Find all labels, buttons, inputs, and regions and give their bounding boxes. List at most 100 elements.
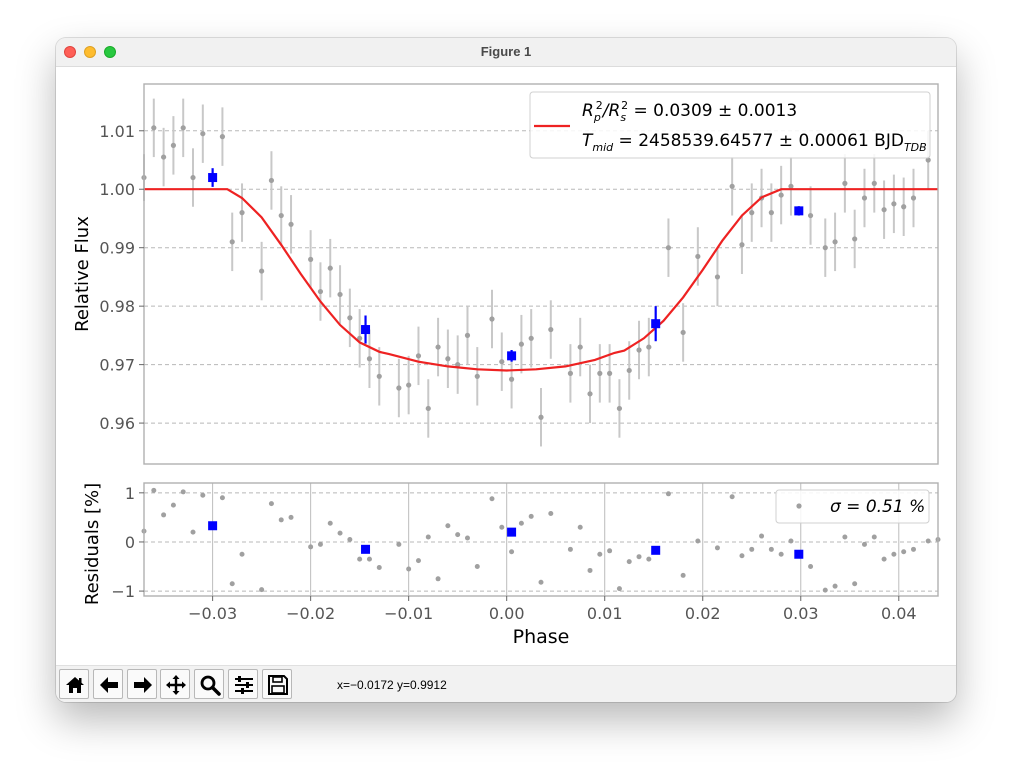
- residual-raw-point: [891, 551, 897, 557]
- arrow-left-icon: [100, 677, 118, 693]
- zoom-button[interactable]: [194, 669, 224, 699]
- residuals-y-axis-label: Residuals [%]: [82, 483, 103, 605]
- zoom-icon: [200, 675, 221, 696]
- flux-raw-point: [538, 414, 544, 420]
- residual-raw-point: [518, 520, 524, 526]
- residual-raw-point: [778, 551, 784, 557]
- legend-residual-marker: [796, 503, 802, 509]
- residual-binned-point: [651, 545, 661, 555]
- residual-raw-point: [474, 564, 480, 570]
- residual-raw-point: [499, 524, 505, 530]
- residual-raw-point: [910, 546, 916, 552]
- maximize-button[interactable]: [104, 46, 116, 58]
- residual-binned-point: [361, 544, 371, 554]
- flux-raw-point: [807, 212, 814, 219]
- residuals-y-tick-label: −1: [111, 582, 135, 601]
- flux-raw-point: [219, 134, 226, 140]
- flux-raw-point: [891, 201, 897, 207]
- flux-raw-point: [357, 335, 363, 341]
- flux-binned-point: [208, 173, 218, 183]
- residual-raw-point: [229, 581, 235, 587]
- residual-raw-point: [822, 587, 828, 593]
- flux-raw-point: [680, 329, 686, 336]
- residual-raw-point: [788, 538, 794, 544]
- residual-raw-point: [464, 535, 470, 541]
- minimize-button[interactable]: [84, 46, 96, 58]
- residual-raw-point: [366, 556, 372, 562]
- flux-raw-point: [901, 204, 907, 210]
- back-button[interactable]: [93, 669, 123, 699]
- flux-raw-point: [366, 356, 373, 362]
- title-bar[interactable]: Figure 1: [56, 38, 956, 67]
- close-button[interactable]: [64, 46, 76, 58]
- pan-button[interactable]: [160, 669, 190, 699]
- residual-raw-point: [665, 491, 671, 497]
- flux-y-tick-label: 1.01: [99, 122, 135, 141]
- flux-raw-point: [607, 370, 613, 376]
- residual-raw-point: [714, 545, 720, 551]
- residual-raw-point: [170, 502, 176, 508]
- flux-raw-point: [415, 353, 422, 359]
- residual-raw-point: [200, 492, 206, 498]
- flux-raw-point: [259, 268, 265, 274]
- residual-raw-point: [415, 558, 421, 564]
- phase-x-tick-label: 0.02: [685, 604, 721, 623]
- flux-binned-point: [794, 206, 804, 216]
- residual-raw-point: [749, 546, 755, 552]
- phase-x-tick-label: 0.03: [783, 604, 819, 623]
- residual-raw-point: [425, 534, 431, 540]
- residual-raw-point: [455, 532, 461, 538]
- residuals-y-tick-label: 0: [125, 533, 135, 552]
- flux-raw-point: [464, 332, 471, 338]
- flux-raw-point: [151, 125, 157, 131]
- flux-raw-point: [455, 362, 461, 368]
- residual-raw-point: [607, 548, 613, 554]
- residual-raw-point: [239, 551, 245, 557]
- flux-raw-point: [445, 356, 451, 362]
- flux-raw-point: [278, 212, 284, 219]
- save-button[interactable]: [262, 669, 292, 699]
- residual-raw-point: [729, 494, 735, 500]
- figure-svg: 0.96 0.97 0.98 0.99 1.00 1.01 Relative Flux R…: [72, 83, 941, 648]
- phase-x-tick-label: −0.03: [188, 604, 237, 623]
- residuals-y-tick-label: 1: [125, 484, 135, 503]
- flux-raw-point: [739, 242, 745, 248]
- residual-raw-point: [901, 549, 907, 555]
- flux-raw-point: [871, 180, 877, 186]
- residual-raw-point: [376, 565, 382, 571]
- residual-raw-point: [347, 537, 353, 542]
- cursor-coordinates: x=−0.0172 y=0.9912: [337, 678, 447, 692]
- flux-raw-point: [337, 291, 343, 298]
- flux-raw-point: [778, 192, 784, 198]
- residuals-x-ticks: −0.03 −0.02 −0.01 0.00 0.01 0.02 0.03 0.04: [188, 596, 917, 623]
- flux-raw-point: [842, 180, 848, 186]
- figure-canvas[interactable]: 0.96 0.97 0.98 0.99 1.00 1.01 Relative Flux R…: [56, 67, 956, 665]
- flux-raw-point: [528, 335, 534, 341]
- residual-raw-point: [852, 581, 858, 587]
- flux-axes: 0.96 0.97 0.98 0.99 1.00 1.01 Relative Flux R…: [72, 83, 939, 465]
- residual-raw-point: [871, 534, 877, 540]
- residual-raw-point: [509, 549, 515, 555]
- residual-raw-point: [180, 489, 186, 495]
- residual-raw-point: [636, 554, 642, 560]
- flux-raw-point: [832, 239, 838, 245]
- residual-raw-point: [219, 495, 225, 501]
- residual-raw-point: [548, 510, 554, 516]
- residuals-legend: σ = 0.51 %: [775, 489, 930, 524]
- flux-raw-point: [489, 316, 495, 322]
- flux-y-axis-label: Relative Flux: [72, 216, 93, 332]
- flux-raw-point: [597, 370, 603, 376]
- residual-raw-point: [626, 559, 632, 565]
- flux-axes-frame: [143, 83, 939, 465]
- residual-binned-point: [208, 521, 218, 531]
- flux-y-tick-label: 0.97: [99, 356, 135, 375]
- flux-raw-point: [587, 391, 593, 397]
- configure-subplots-button[interactable]: [228, 669, 258, 699]
- residuals-axes-frame: [143, 482, 939, 597]
- flux-raw-point: [327, 265, 333, 271]
- flux-raw-point: [508, 376, 515, 382]
- forward-button[interactable]: [127, 669, 157, 699]
- home-button[interactable]: [59, 669, 89, 699]
- flux-raw-point: [881, 207, 887, 213]
- flux-binned-point: [361, 325, 371, 335]
